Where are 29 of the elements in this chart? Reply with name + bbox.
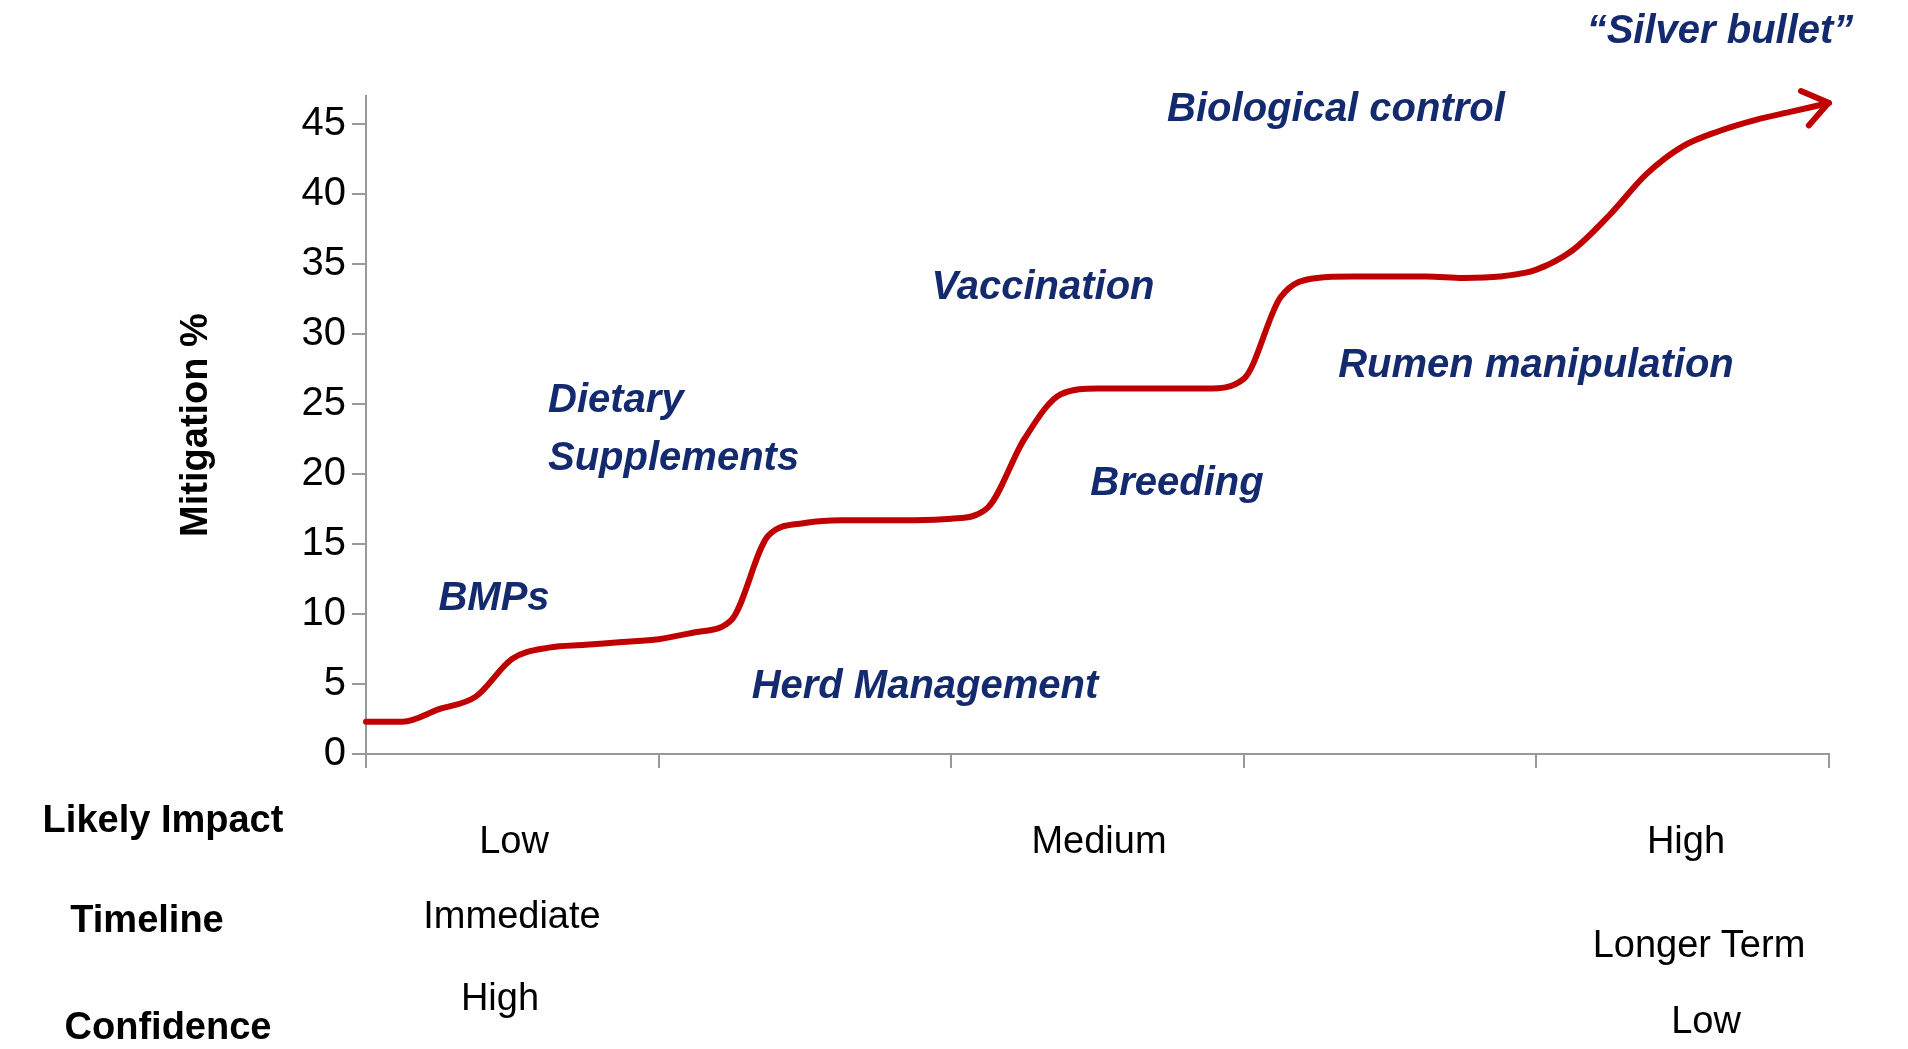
annotation: Vaccination — [931, 262, 1155, 308]
y-axis-title: Mitigation % — [173, 313, 216, 537]
text: Medium — [1031, 818, 1167, 862]
y-tick-label: 15 — [301, 519, 346, 564]
text: Confidence — [64, 1004, 272, 1048]
text: Longer Term — [1592, 922, 1806, 966]
y-tick-label: 35 — [301, 239, 346, 284]
text: Low — [479, 818, 549, 862]
y-tick-label: 30 — [301, 309, 346, 354]
y-tick-label: 40 — [301, 169, 346, 214]
text: “Silver bullet” — [1586, 6, 1854, 52]
y-tick-label: 0 — [323, 729, 346, 774]
text: Immediate — [423, 893, 601, 937]
text: High — [1646, 818, 1726, 862]
annotation: Biological control — [1167, 84, 1505, 130]
annotation: Herd Management — [751, 661, 1099, 707]
annotation: BMPs — [438, 573, 550, 619]
y-tick-label: 20 — [301, 449, 346, 494]
y-tick-label: 45 — [301, 99, 346, 144]
annotation: Breeding — [1090, 458, 1264, 504]
annotation: Rumen manipulation — [1338, 340, 1734, 386]
text: Likely Impact — [42, 797, 284, 841]
text: Timeline — [70, 897, 224, 941]
y-tick-label: 25 — [301, 379, 346, 424]
y-tick-label: 10 — [301, 589, 346, 634]
text: High — [460, 975, 540, 1019]
text: Low — [1671, 998, 1741, 1042]
y-tick-label: 5 — [323, 659, 346, 704]
annotation: Dietary Supplements — [548, 375, 801, 480]
